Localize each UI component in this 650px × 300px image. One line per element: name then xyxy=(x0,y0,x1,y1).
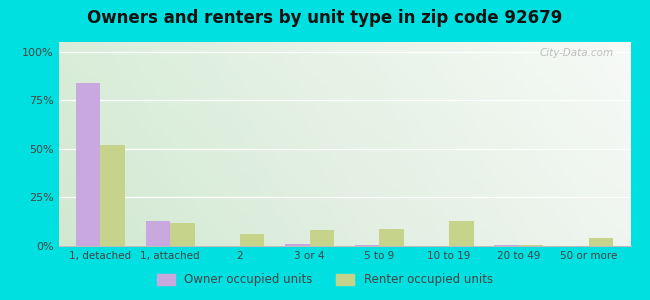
Bar xyxy=(449,221,474,246)
Bar xyxy=(146,221,170,246)
Text: City-Data.com: City-Data.com xyxy=(540,48,614,58)
Bar xyxy=(285,244,309,246)
Legend: Owner occupied units, Renter occupied units: Owner occupied units, Renter occupied un… xyxy=(153,269,497,291)
Bar xyxy=(495,245,519,246)
Bar xyxy=(100,145,125,246)
Bar xyxy=(170,223,194,246)
Bar xyxy=(380,229,404,246)
Bar xyxy=(519,245,543,246)
Bar xyxy=(589,238,613,246)
Bar xyxy=(309,230,334,246)
Bar xyxy=(240,234,265,246)
Text: Owners and renters by unit type in zip code 92679: Owners and renters by unit type in zip c… xyxy=(87,9,563,27)
Bar xyxy=(76,83,100,246)
Bar xyxy=(355,245,380,246)
